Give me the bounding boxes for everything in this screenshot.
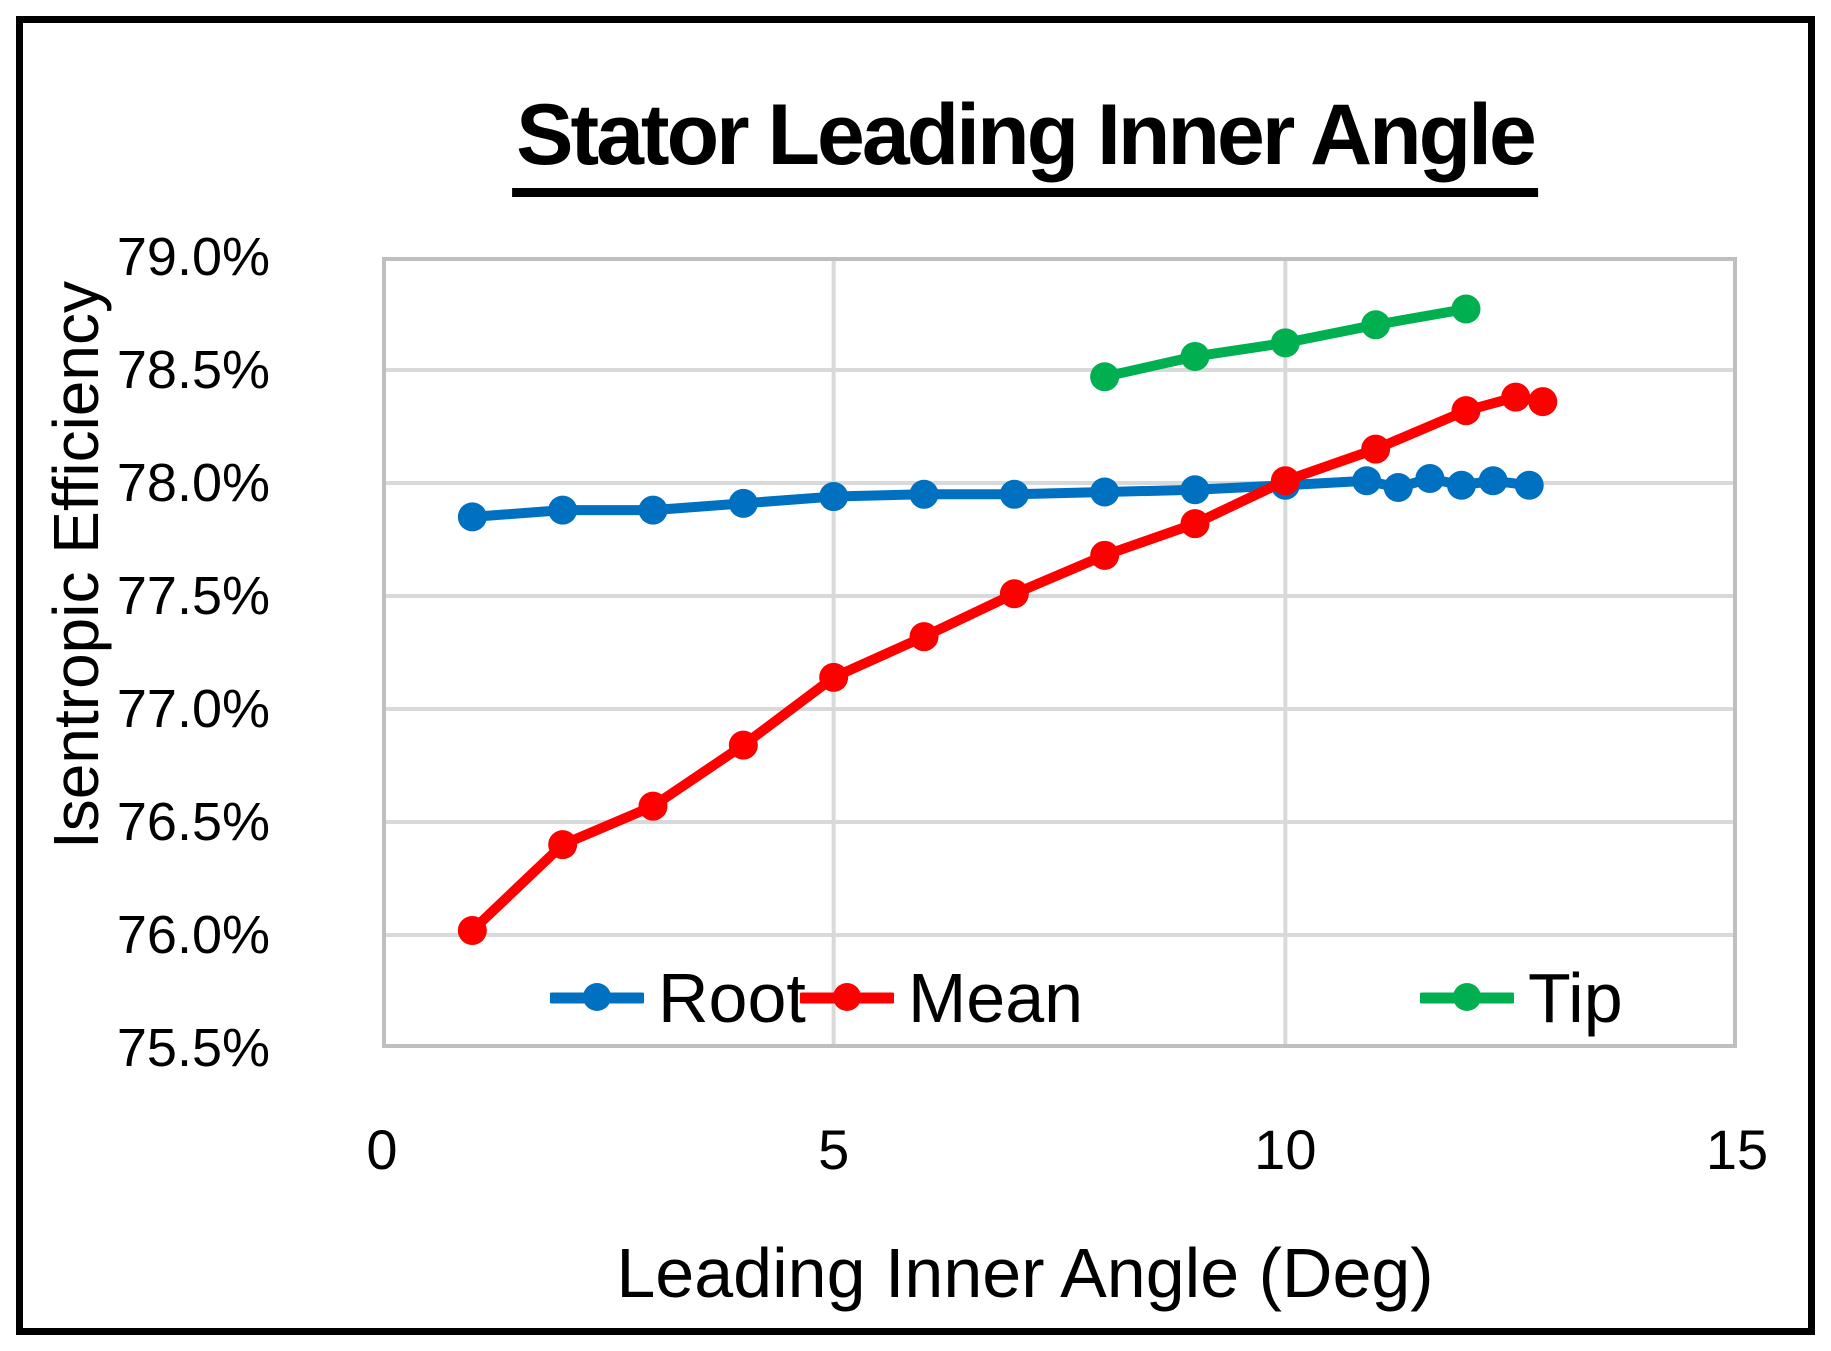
y-tick-label: 75.5% [116,1018,270,1078]
legend-item-tip: Tip [1420,956,1623,1040]
series-marker-mean [1451,396,1481,426]
series-marker-mean [638,791,668,821]
series-marker-mean [1501,382,1531,412]
series-marker-root [1478,466,1508,496]
legend-label-tip: Tip [1528,959,1623,1037]
y-tick-label: 76.5% [116,792,270,852]
series-marker-root [728,488,758,518]
series-marker-root [548,495,578,525]
series-marker-root [819,482,849,512]
x-axis-title: Leading Inner Angle (Deg) [616,1234,1434,1312]
series-marker-tip [1361,310,1391,340]
y-tick-label: 77.0% [116,679,270,739]
series-marker-root [1090,477,1120,507]
y-tick-label: 78.0% [116,453,270,513]
y-tick-label: 78.5% [116,340,270,400]
series-marker-mean [1180,509,1210,539]
plot-area [382,257,1737,1048]
legend-item-root: Root [550,956,806,1040]
series-marker-mean [1361,434,1391,464]
series-marker-root [1415,463,1445,493]
series-line-root [467,473,1535,522]
series-marker-mean [909,622,939,652]
series-marker-tip [1090,362,1120,392]
series-marker-tip [1270,328,1300,358]
legend-label-mean: Mean [908,959,1084,1037]
series-marker-mean [1270,466,1300,496]
series-marker-root [638,495,668,525]
y-tick-label: 77.5% [116,566,270,626]
series-marker-root [1180,475,1210,505]
series-marker-mean [457,915,487,945]
x-tick-label: 5 [818,1118,850,1181]
series-marker-mean [548,830,578,860]
plot-border [382,257,1737,1048]
legend-line-marker-root [550,983,644,1011]
legend-label-root: Root [658,959,806,1037]
series-marker-mean [1090,540,1120,570]
series-marker-mean [819,662,849,692]
x-tick-label: 0 [366,1118,398,1181]
series-marker-root [1352,466,1382,496]
chart-title: Stator Leading Inner Angle [512,92,1538,197]
legend-line-marker-tip [1420,983,1514,1011]
y-tick-label: 79.0% [116,227,270,287]
series-marker-root [999,479,1029,509]
series-marker-mean [1528,387,1558,417]
series-marker-root [1383,473,1413,503]
series-line-mean [467,392,1548,936]
series-marker-mean [999,579,1029,609]
series-marker-tip [1180,341,1210,371]
chart-border-frame [16,16,1815,1335]
x-tick-label: 10 [1254,1118,1317,1181]
legend-line-marker-mean [800,983,894,1011]
series-marker-root [457,502,487,532]
series-marker-mean [728,730,758,760]
series-marker-root [1514,470,1544,500]
legend-item-mean: Mean [800,956,1083,1040]
y-axis-title: Isentropic Efficiency [40,281,112,849]
series-marker-root [1446,470,1476,500]
series-marker-tip [1451,294,1481,324]
y-tick-label: 76.0% [116,905,270,965]
series-marker-root [909,479,939,509]
x-tick-label: 15 [1705,1118,1769,1181]
